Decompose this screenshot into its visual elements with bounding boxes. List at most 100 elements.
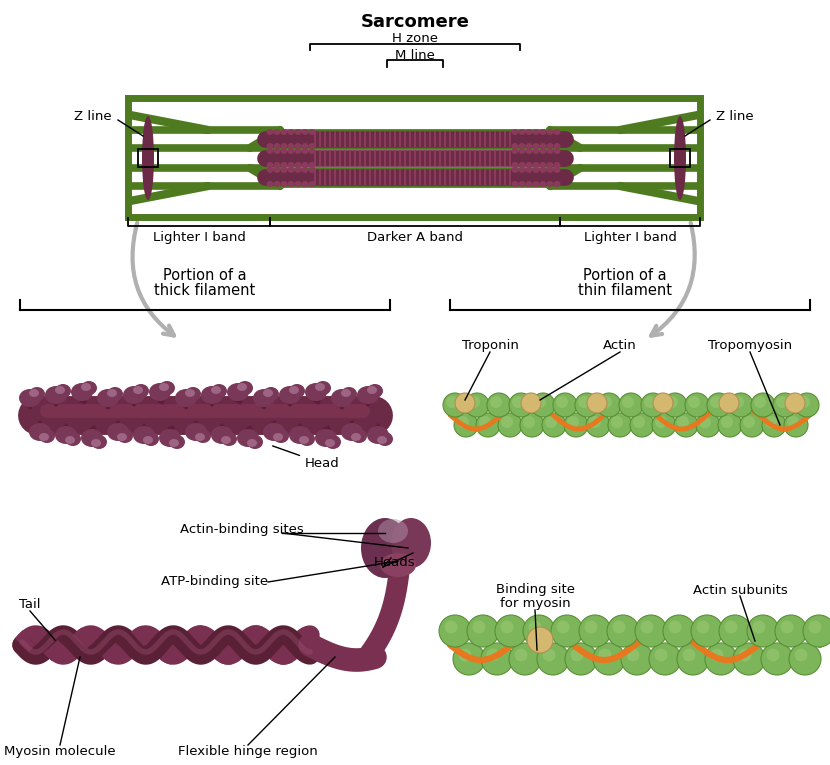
Ellipse shape (142, 116, 154, 200)
Ellipse shape (195, 433, 205, 441)
Ellipse shape (341, 387, 357, 401)
Ellipse shape (520, 413, 544, 437)
Ellipse shape (565, 643, 597, 675)
Ellipse shape (472, 620, 486, 633)
FancyArrowPatch shape (133, 223, 174, 336)
Ellipse shape (274, 167, 281, 173)
Ellipse shape (221, 432, 237, 446)
Ellipse shape (281, 129, 287, 135)
Ellipse shape (622, 396, 634, 408)
Ellipse shape (263, 423, 285, 441)
Ellipse shape (525, 181, 533, 187)
Ellipse shape (546, 143, 554, 149)
Ellipse shape (357, 386, 379, 404)
Ellipse shape (281, 143, 287, 149)
Ellipse shape (439, 615, 471, 647)
Ellipse shape (780, 620, 793, 633)
Ellipse shape (247, 439, 257, 447)
Ellipse shape (587, 393, 607, 413)
Ellipse shape (378, 519, 408, 543)
Ellipse shape (653, 393, 673, 413)
Ellipse shape (529, 620, 541, 633)
Text: Portion of a: Portion of a (164, 268, 247, 282)
Ellipse shape (554, 143, 560, 149)
Ellipse shape (567, 416, 579, 428)
Ellipse shape (266, 148, 274, 154)
Ellipse shape (498, 413, 522, 437)
Ellipse shape (511, 162, 519, 168)
Ellipse shape (367, 386, 377, 394)
Ellipse shape (351, 429, 367, 443)
Ellipse shape (301, 162, 309, 168)
Bar (138, 149, 158, 167)
Ellipse shape (481, 643, 513, 675)
Ellipse shape (295, 129, 301, 135)
Ellipse shape (635, 615, 667, 647)
Ellipse shape (211, 386, 221, 394)
Ellipse shape (453, 643, 485, 675)
Ellipse shape (107, 423, 129, 441)
Ellipse shape (644, 396, 656, 408)
Ellipse shape (534, 396, 546, 408)
Ellipse shape (341, 389, 351, 397)
Ellipse shape (19, 389, 41, 407)
Ellipse shape (309, 167, 315, 173)
Text: thin filament: thin filament (578, 282, 672, 298)
Ellipse shape (575, 393, 599, 417)
Ellipse shape (39, 433, 49, 441)
Ellipse shape (511, 148, 519, 154)
Text: M line: M line (395, 48, 435, 61)
Ellipse shape (295, 148, 301, 154)
Ellipse shape (523, 416, 535, 428)
Ellipse shape (719, 615, 751, 647)
Ellipse shape (315, 383, 325, 391)
Ellipse shape (705, 643, 737, 675)
Ellipse shape (533, 143, 540, 149)
Ellipse shape (281, 162, 287, 168)
Ellipse shape (691, 615, 723, 647)
Ellipse shape (143, 432, 159, 446)
Ellipse shape (486, 649, 500, 662)
Text: Sarcomere: Sarcomere (360, 13, 470, 31)
Ellipse shape (533, 167, 540, 173)
Ellipse shape (341, 423, 363, 441)
Ellipse shape (531, 393, 555, 417)
Ellipse shape (551, 615, 583, 647)
Ellipse shape (789, 643, 821, 675)
Ellipse shape (570, 649, 583, 662)
Ellipse shape (729, 393, 753, 417)
Text: H zone: H zone (392, 31, 438, 44)
Ellipse shape (97, 389, 119, 407)
Ellipse shape (237, 429, 259, 447)
Ellipse shape (630, 413, 654, 437)
Ellipse shape (443, 393, 467, 417)
Ellipse shape (754, 396, 766, 408)
Ellipse shape (666, 396, 678, 408)
Ellipse shape (776, 396, 788, 408)
Ellipse shape (287, 167, 295, 173)
Ellipse shape (621, 643, 653, 675)
Ellipse shape (81, 429, 103, 447)
Ellipse shape (55, 386, 65, 394)
Ellipse shape (281, 148, 287, 154)
Ellipse shape (633, 416, 645, 428)
Ellipse shape (641, 393, 665, 417)
Ellipse shape (500, 620, 514, 633)
Ellipse shape (287, 162, 295, 168)
Ellipse shape (227, 383, 249, 401)
Ellipse shape (545, 416, 557, 428)
Ellipse shape (123, 386, 145, 404)
Ellipse shape (525, 148, 533, 154)
Ellipse shape (674, 413, 698, 437)
Ellipse shape (169, 439, 179, 447)
Ellipse shape (263, 387, 279, 401)
Ellipse shape (281, 167, 287, 173)
Ellipse shape (519, 129, 525, 135)
Text: Myosin molecule: Myosin molecule (4, 746, 116, 759)
Ellipse shape (287, 148, 295, 154)
Ellipse shape (649, 643, 681, 675)
FancyArrowPatch shape (651, 223, 695, 336)
Ellipse shape (133, 386, 143, 394)
Ellipse shape (554, 148, 560, 154)
Ellipse shape (325, 435, 341, 449)
